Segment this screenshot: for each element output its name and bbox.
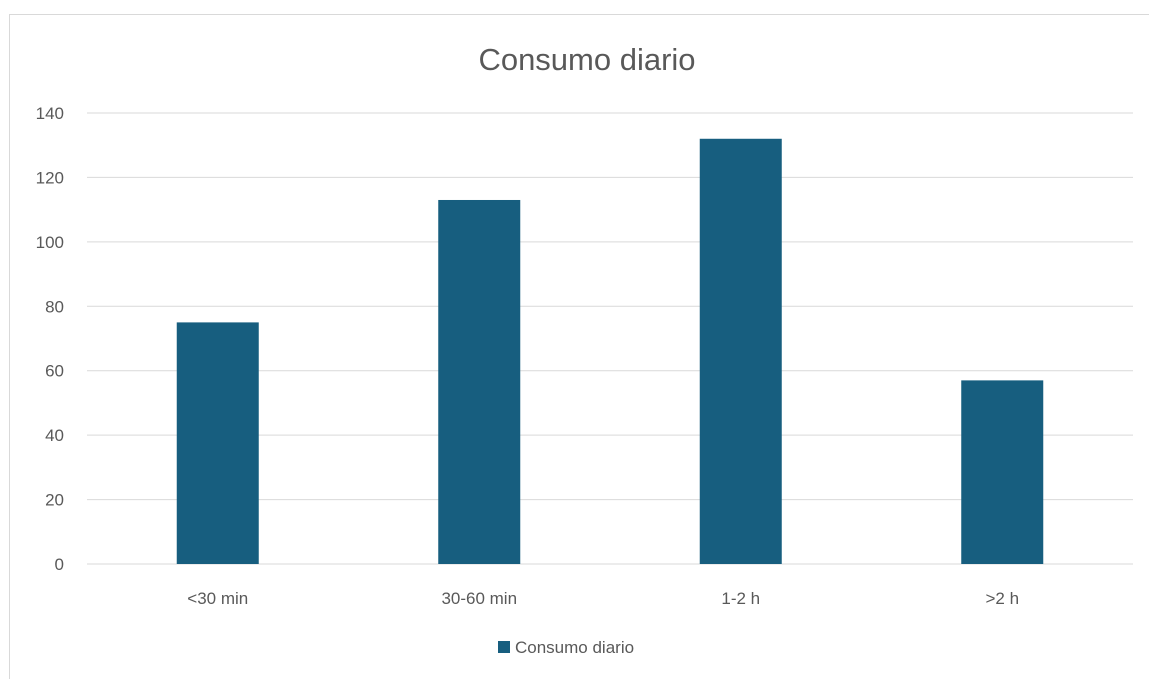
y-tick-label: 80 [45,297,64,316]
x-tick-label: 1-2 h [721,589,760,608]
x-tick-label: 30-60 min [441,589,517,608]
legend: Consumo diario [498,638,634,657]
y-tick-label: 0 [55,555,64,574]
legend-swatch [498,641,510,653]
y-tick-label: 40 [45,426,64,445]
x-tick-label: <30 min [187,589,248,608]
bar-3 [961,380,1044,564]
gridlines [87,112,1133,565]
x-axis: <30 min 30-60 min 1-2 h >2 h [187,589,1019,608]
bars [176,138,1044,564]
bar-0 [176,322,259,564]
chart-title: Consumo diario [478,42,695,77]
legend-label: Consumo diario [515,638,634,657]
y-axis: 0 20 40 60 80 100 120 140 [36,104,64,574]
bar-1 [438,199,521,564]
y-tick-label: 60 [45,362,64,381]
y-tick-label: 100 [36,233,64,252]
y-tick-label: 20 [45,491,64,510]
bar-2 [699,138,782,564]
y-tick-label: 140 [36,104,64,123]
x-tick-label: >2 h [985,589,1019,608]
y-tick-label: 120 [36,168,64,187]
